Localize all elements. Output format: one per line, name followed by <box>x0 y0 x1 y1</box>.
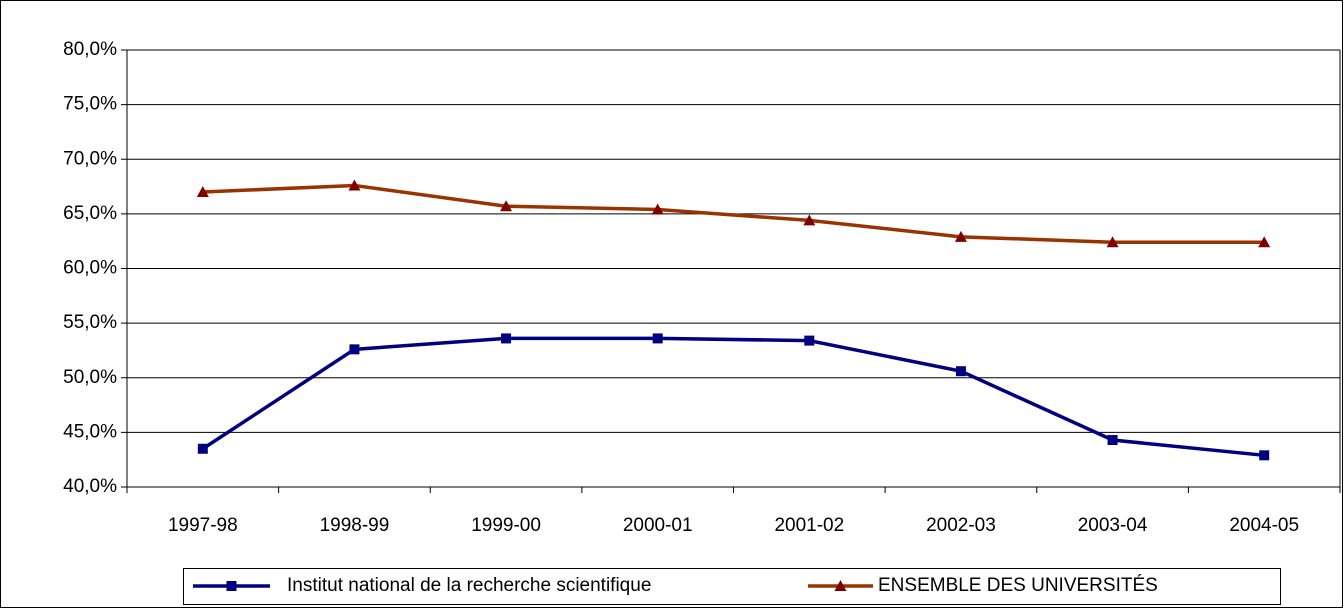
data-point <box>348 179 361 191</box>
data-point <box>1107 435 1118 446</box>
data-point <box>955 366 966 377</box>
data-point <box>501 333 512 344</box>
y-tick-label: 70,0% <box>63 148 117 169</box>
y-tick-label: 40,0% <box>63 476 117 497</box>
x-tick-label: 1998-99 <box>320 515 390 536</box>
legend-label: ENSEMBLE DES UNIVERSITÉS <box>878 575 1158 596</box>
data-point <box>196 186 209 198</box>
legend-box <box>183 568 1281 605</box>
data-point <box>349 344 360 355</box>
x-tick-label: 1997-98 <box>168 515 238 536</box>
data-point <box>804 335 815 346</box>
data-point <box>197 443 208 454</box>
x-tick-label: 1999-00 <box>471 515 541 536</box>
data-point <box>1106 236 1119 248</box>
x-tick-label: 2001-02 <box>774 515 844 536</box>
y-tick-label: 50,0% <box>63 367 117 388</box>
x-tick-label: 2002-03 <box>926 515 996 536</box>
y-tick-label: 45,0% <box>63 421 117 442</box>
legend-label: Institut national de la recherche scient… <box>287 575 651 596</box>
data-point <box>954 230 967 242</box>
data-point <box>1259 450 1270 461</box>
data-point <box>500 200 513 212</box>
y-tick-label: 60,0% <box>63 258 117 279</box>
x-tick-label: 2004-05 <box>1229 515 1299 536</box>
series-line <box>201 336 1265 458</box>
data-point <box>651 203 664 215</box>
series-line <box>202 183 1265 245</box>
x-tick-label: 2003-04 <box>1078 515 1148 536</box>
x-tick-label: 2000-01 <box>623 515 693 536</box>
y-tick-label: 80,0% <box>63 39 117 60</box>
y-tick-label: 55,0% <box>63 312 117 333</box>
y-tick-label: 65,0% <box>63 203 117 224</box>
legend-marker <box>834 580 847 591</box>
data-point <box>1258 236 1271 248</box>
legend-marker <box>226 581 237 591</box>
data-point <box>803 214 816 226</box>
y-tick-label: 75,0% <box>63 94 117 115</box>
data-point <box>652 333 663 344</box>
